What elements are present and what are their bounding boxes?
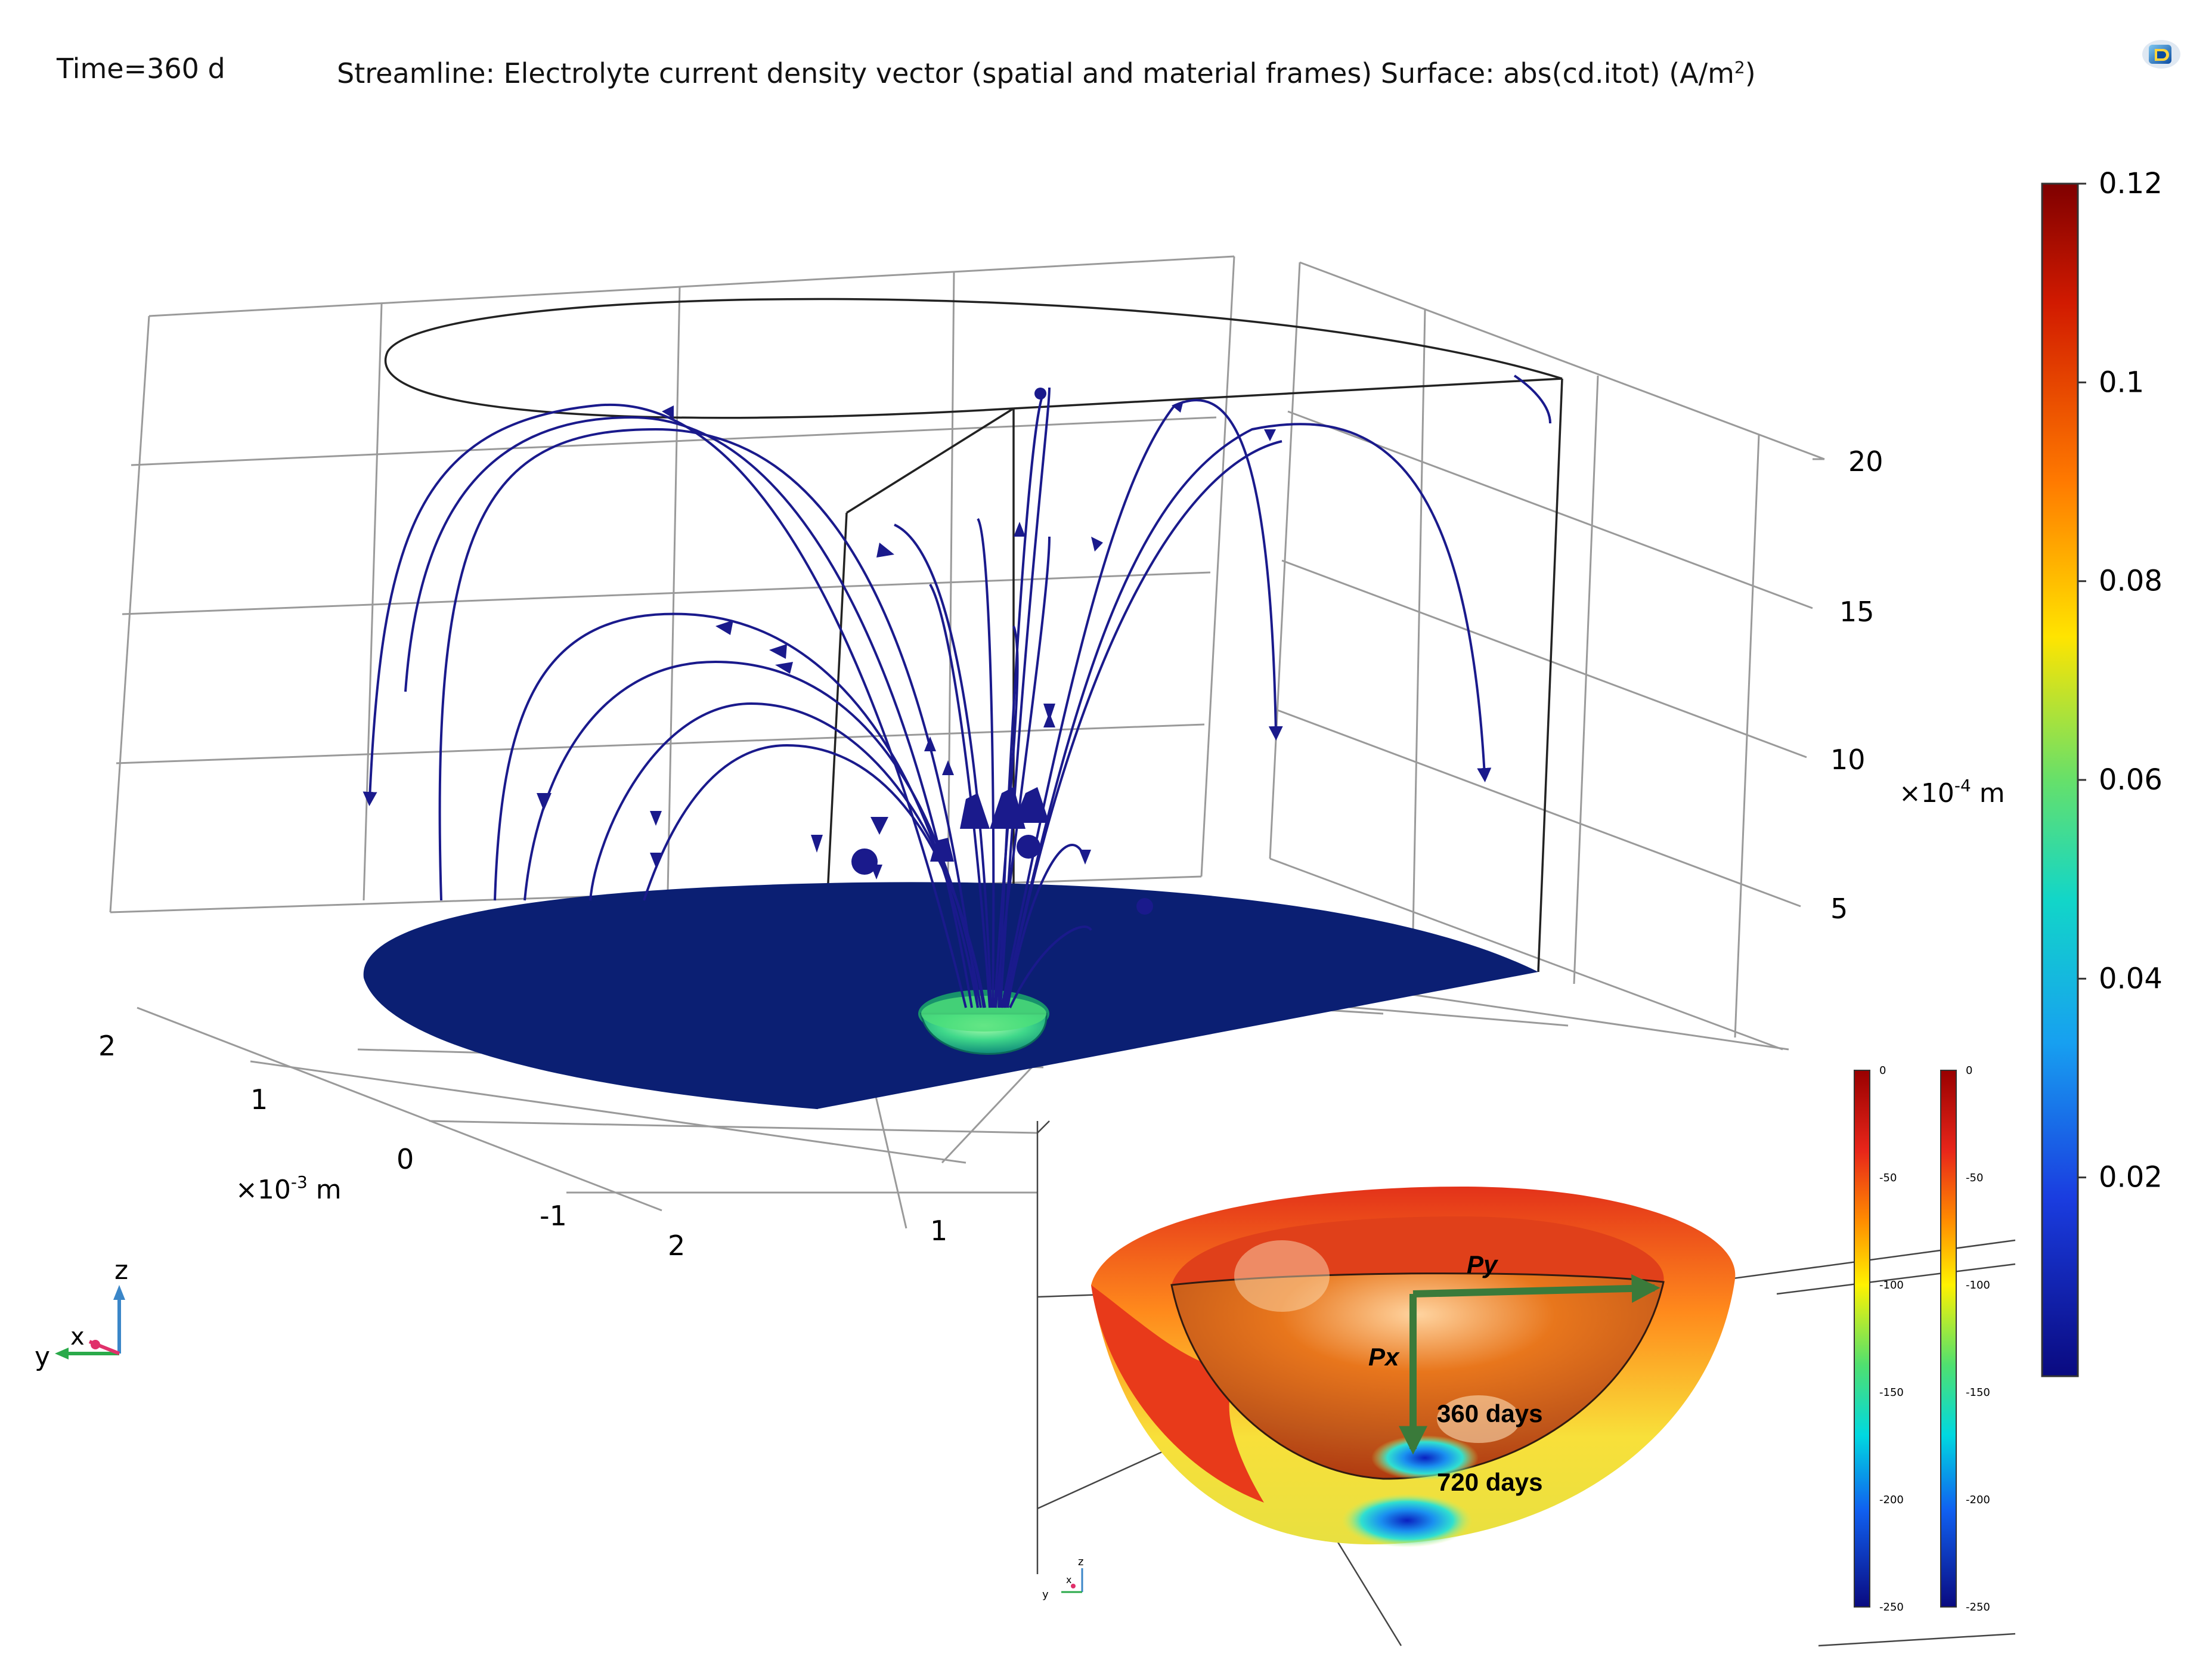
z-axis-unit: ×10-4 m (1899, 776, 2005, 809)
py-label: Py (1467, 1250, 1499, 1278)
inset-figure: Py Px 360 days 720 days (1036, 1120, 2016, 1647)
triad-z-label: z (114, 1255, 128, 1286)
colorbar-tick-label: 0.06 (2099, 763, 2163, 797)
inset-colorbar-tick: -150 (1879, 1386, 1904, 1399)
time-label: Time=360 d (57, 52, 225, 85)
colorbar-tick-label: 0.1 (2099, 366, 2144, 399)
domain-outline (384, 298, 1563, 1110)
streamlines (363, 374, 1551, 1008)
inset-colorbar-tick: -50 (1966, 1172, 1983, 1184)
inset-triad-z: z (1078, 1556, 1083, 1568)
inset-triad-y: y (1042, 1588, 1049, 1601)
px-label: Px (1368, 1343, 1400, 1371)
z-tick: 15 (1839, 596, 1875, 628)
triad-y-label: y (35, 1342, 50, 1372)
y-tick: -1 (540, 1200, 567, 1232)
title-end: ) (1745, 57, 1756, 89)
inset-colorbar-tick: 0 (1879, 1064, 1886, 1077)
y-axis: 2 1 0 -1 ×10-3 m (98, 1030, 567, 1232)
triad-x-label: x (70, 1323, 85, 1351)
inset-colorbar-tick: -250 (1879, 1601, 1904, 1614)
720-days-label: 720 days (1437, 1468, 1542, 1496)
main-colorbar-ticks: 0.12 0.1 0.08 0.06 0.04 0.02 (2078, 167, 2163, 1194)
y-tick: 2 (98, 1030, 116, 1062)
axis-triad: z x y (35, 1255, 128, 1372)
inset-colorbar-tick: -250 (1966, 1601, 1990, 1614)
z-tick: 20 (1848, 445, 1883, 478)
y-tick: 1 (250, 1083, 268, 1116)
colorbar-tick-label: 0.04 (2099, 962, 2163, 995)
colorbar-tick-label: 0.02 (2099, 1161, 2163, 1194)
colorbar-tick-label: 0.12 (2099, 167, 2163, 200)
inset-colorbar-2: 0 -50 -100 -150 -200 -250 (1940, 1064, 1990, 1614)
main-colorbar: 0.12 0.1 0.08 0.06 0.04 0.02 (2041, 167, 2163, 1377)
streamline-arrows (537, 388, 1276, 915)
inset-colorbar-tick: -50 (1879, 1172, 1897, 1184)
comsol-logo-icon[interactable] (2140, 37, 2182, 72)
z-axis: 20 15 10 5 ×10-4 m (1813, 445, 2005, 925)
z-tick: 10 (1830, 744, 1866, 776)
grid-lines (109, 255, 1825, 1229)
inset-triad-x: x (1066, 1574, 1071, 1585)
inset-axis-triad: z x y (1042, 1556, 1083, 1601)
y-axis-unit: ×10-3 m (236, 1172, 342, 1205)
plot-title: Streamline: Electrolyte current density … (337, 57, 1756, 89)
colorbar-tick-label: 0.08 (2099, 565, 2163, 598)
inset-colorbar-tick: 0 (1966, 1064, 1972, 1077)
x-axis: 2 1 (668, 1215, 947, 1262)
z-tick: 5 (1830, 893, 1848, 925)
x-tick: 2 (668, 1230, 685, 1262)
inset-colorbar-tick: -200 (1966, 1494, 1990, 1506)
inset-colorbar-tick: -100 (1966, 1279, 1990, 1292)
inset-colorbar-1: 0 -50 -100 -150 -200 -250 (1854, 1064, 1904, 1614)
inset-colorbar-tick: -150 (1966, 1386, 1990, 1399)
inset-colorbar-tick: -100 (1879, 1279, 1904, 1292)
y-tick: 0 (396, 1143, 414, 1175)
360-days-label: 360 days (1437, 1399, 1542, 1427)
title-main: Streamline: Electrolyte current density … (337, 57, 1734, 89)
x-tick: 1 (930, 1215, 947, 1247)
title-superscript: 2 (1734, 57, 1745, 78)
base-surface (363, 882, 1538, 1109)
inset-colorbar-tick: -200 (1879, 1494, 1904, 1506)
